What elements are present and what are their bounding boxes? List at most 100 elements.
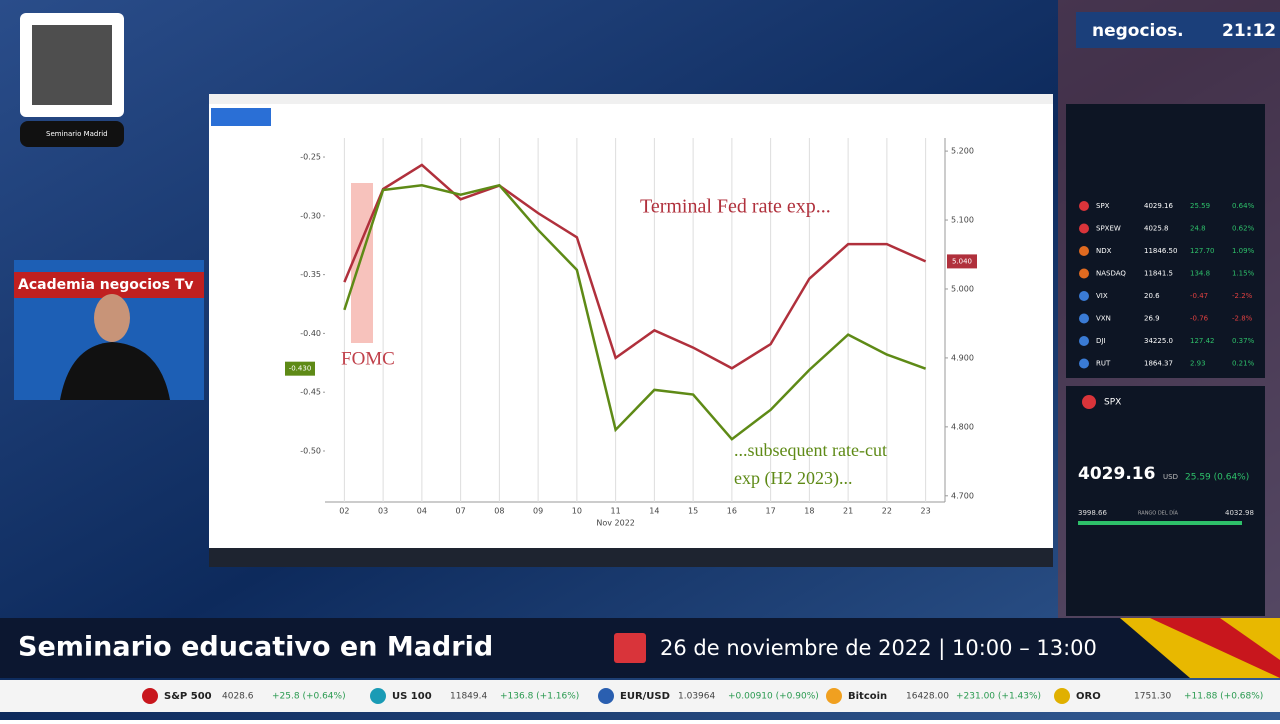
row-cell: 11841.5 <box>1144 270 1173 278</box>
calendar-icon <box>614 633 646 663</box>
x-tick-label: 07 <box>456 507 466 516</box>
row-cell: VXN <box>1096 315 1111 323</box>
y-tick-label: -0.25 <box>300 153 321 162</box>
row-cell: 0.37% <box>1232 337 1255 345</box>
row-cell: DJI <box>1096 337 1106 345</box>
ticker-icon <box>598 688 614 704</box>
chart-window <box>209 94 1053 567</box>
ticker-icon <box>826 688 842 704</box>
row-cell: NASDAQ <box>1096 270 1126 278</box>
row-cell: NDX <box>1096 247 1112 255</box>
clock: 21:12 <box>1222 21 1276 41</box>
x-tick-label: 21 <box>843 507 853 516</box>
quote-high: 4032.98 <box>1225 509 1254 517</box>
row-cell: 1864.37 <box>1144 360 1173 368</box>
flag-stripe-red <box>1150 618 1280 678</box>
ticker-change: +11.88 (+0.68%) <box>1184 692 1263 702</box>
ticker-price: 4028.6 <box>222 692 254 702</box>
ticker-name: Bitcoin <box>848 691 887 702</box>
row-cell: 0.21% <box>1232 360 1255 368</box>
x-tick-label: 03 <box>378 507 388 516</box>
watchlist-rows: SPX 4029.16 25.59 0.64% SPXEW 4025.8 24.8 0.62%… <box>1079 201 1255 369</box>
qr-caption: Seminario Madrid <box>46 130 108 138</box>
quote-range-label: RANGO DEL DÍA <box>1138 510 1179 517</box>
row-cell: 127.70 <box>1190 247 1215 255</box>
chart: 02 03 04 07 08 09 10 11 14 15 16 17 18 21 22 23 Nov 2022… <box>285 138 977 528</box>
y-tick-label: -0.50 <box>300 446 321 455</box>
row-cell: 0.64% <box>1232 202 1255 210</box>
row-icon <box>1079 223 1089 234</box>
y2-tick-label: 4.800 <box>951 422 974 431</box>
y2-tick-label: 4.700 <box>951 491 974 500</box>
row-cell: 2.93 <box>1190 360 1206 368</box>
quote-change: 25.59 (0.64%) <box>1185 473 1249 483</box>
ticker-price: 16428.00 <box>906 692 949 702</box>
end-label: 5.040 <box>952 257 972 265</box>
x-tick-label: 16 <box>727 507 737 516</box>
ticker-name: EUR/USD <box>620 691 670 702</box>
end-label-box <box>947 254 977 269</box>
ticker-change: +136.8 (+1.16%) <box>500 692 579 702</box>
ticker-price: 1751.30 <box>1134 692 1171 702</box>
qr-pattern <box>32 25 112 105</box>
row-icon <box>1079 336 1089 346</box>
y-tick-label: -0.45 <box>300 388 321 397</box>
quote-icon <box>1082 395 1096 409</box>
quote-low: 3998.66 <box>1078 509 1107 517</box>
row-cell: 134.8 <box>1190 270 1210 278</box>
quote-price: 4029.16 <box>1078 464 1155 484</box>
row-cell: 1.15% <box>1232 270 1255 278</box>
row-cell: VIX <box>1096 292 1108 300</box>
x-tick-label: 08 <box>494 507 504 516</box>
series-line <box>343 183 927 441</box>
presenter-body <box>60 342 170 400</box>
row-cell: -0.47 <box>1190 292 1208 300</box>
brand: negocios. <box>1092 21 1184 41</box>
row-cell: 4025.8 <box>1144 225 1169 233</box>
x-tick-label: 10 <box>572 507 582 516</box>
row-cell: 4029.16 <box>1144 202 1173 210</box>
x-axis-label: Nov 2022 <box>596 519 635 528</box>
quote-currency: USD <box>1163 473 1178 481</box>
presenter-head <box>94 294 130 342</box>
x-tick-label: 22 <box>882 507 892 516</box>
window-titlebar <box>209 94 1053 104</box>
row-icon <box>1079 201 1089 211</box>
y-tick-label: -0.30 <box>300 211 321 220</box>
row-icon <box>1079 246 1089 256</box>
window-button[interactable] <box>211 108 271 126</box>
ticker-price: 11849.4 <box>450 692 487 702</box>
ticker: S&P 500 4028.6 +25.8 (+0.64%) US 100 11849.4… <box>142 688 1263 704</box>
x-tick-label: 23 <box>921 507 931 516</box>
series-label: ...subsequent rate-cut exp (H2 2023)... <box>734 440 887 489</box>
row-cell: 24.8 <box>1190 225 1206 233</box>
event-date: 26 de noviembre de 2022 | 10:00 – 13:00 <box>660 636 1097 661</box>
ticker-change: +25.8 (+0.64%) <box>272 692 346 702</box>
x-tick-label: 15 <box>688 507 698 516</box>
range-bar <box>1078 521 1242 525</box>
y2-tick-label: 5.000 <box>951 284 974 293</box>
fomc-band <box>351 183 373 343</box>
row-cell: 34225.0 <box>1144 337 1173 345</box>
row-cell: 11846.50 <box>1144 247 1177 255</box>
row-cell: 25.59 <box>1190 202 1210 210</box>
ticker-icon <box>142 688 158 704</box>
series-label: Terminal Fed rate exp... <box>640 196 831 218</box>
x-tick-label: 02 <box>339 507 349 516</box>
qr-caption-box <box>20 121 124 147</box>
quote-panel <box>1066 386 1265 616</box>
row-icon <box>1079 291 1089 301</box>
row-cell: 20.6 <box>1144 292 1160 300</box>
row-cell: -2.2% <box>1232 292 1253 300</box>
quote-symbol: SPX <box>1104 398 1121 408</box>
ticker-change: +0.00910 (+0.90%) <box>728 692 819 702</box>
y-tick-label: -0.40 <box>300 329 321 338</box>
x-tick-label: 09 <box>533 507 543 516</box>
row-cell: SPXEW <box>1096 225 1121 233</box>
row-cell: 1.09% <box>1232 247 1255 255</box>
row-cell: RUT <box>1096 360 1111 368</box>
row-cell: -0.76 <box>1190 315 1209 323</box>
x-tick-label: 04 <box>417 507 427 516</box>
y2-tick-label: 5.100 <box>951 216 974 225</box>
